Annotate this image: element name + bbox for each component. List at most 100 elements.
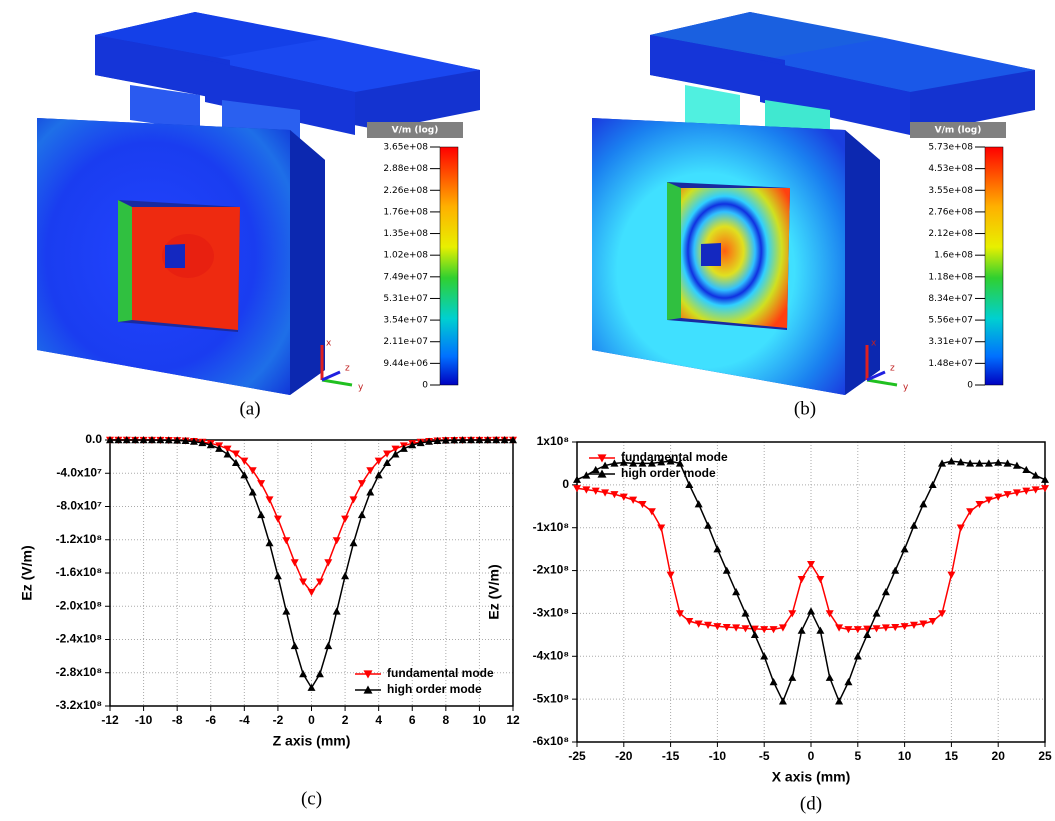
marker xyxy=(685,480,694,489)
y-tick-label: -3.2x10⁸ xyxy=(56,698,102,712)
marker xyxy=(240,471,249,479)
legend-marker xyxy=(363,670,373,679)
marker xyxy=(341,571,350,580)
y-tick-label: 0.0 xyxy=(85,432,102,446)
marker xyxy=(872,625,881,633)
marker xyxy=(290,641,299,650)
x-tick-label: -5 xyxy=(759,749,770,763)
colorbar-label: 2.11e+07 xyxy=(383,337,428,347)
marker xyxy=(853,652,862,660)
marker xyxy=(433,436,442,445)
colorbar-label: 0 xyxy=(967,381,973,391)
marker xyxy=(647,459,656,467)
colorbar-label: 2.76e+08 xyxy=(928,207,973,217)
marker xyxy=(966,508,975,516)
marker xyxy=(391,445,400,453)
colorbar-label: 4.53e+08 xyxy=(928,164,973,174)
marker xyxy=(475,436,484,444)
marker xyxy=(900,545,909,553)
marker xyxy=(947,571,956,579)
marker xyxy=(769,678,778,686)
marker xyxy=(844,678,853,686)
marker xyxy=(357,480,366,488)
marker xyxy=(366,467,375,475)
x-tick-label: 0 xyxy=(808,749,815,763)
x-tick-label: 2 xyxy=(342,713,349,727)
x-axis-label: X axis (mm) xyxy=(772,769,851,785)
y-tick-label: -3x10⁸ xyxy=(533,606,569,620)
marker xyxy=(881,588,890,596)
marker xyxy=(694,500,703,508)
marker xyxy=(928,480,937,489)
marker xyxy=(863,630,872,639)
marker xyxy=(1022,487,1031,495)
marker xyxy=(638,500,647,509)
x-tick-label: -10 xyxy=(709,749,727,763)
marker xyxy=(248,488,257,496)
x-tick-label: 15 xyxy=(945,749,959,763)
marker xyxy=(704,621,713,629)
colorbar-label: 1.76e+08 xyxy=(383,207,428,217)
x-tick-label: -8 xyxy=(172,713,183,727)
marker xyxy=(638,459,647,467)
marker xyxy=(332,607,341,615)
marker xyxy=(591,487,600,495)
marker xyxy=(131,436,140,444)
x-tick-label: 4 xyxy=(375,713,382,727)
marker xyxy=(509,436,517,444)
x-tick-label: 10 xyxy=(473,713,487,727)
marker xyxy=(666,571,675,579)
marker xyxy=(647,508,656,516)
marker xyxy=(619,458,628,466)
marker xyxy=(863,625,872,633)
axis-triad-label: y xyxy=(358,383,364,393)
x-tick-label: -25 xyxy=(568,749,586,763)
marker xyxy=(835,697,844,705)
x-tick-label: -10 xyxy=(135,713,153,727)
x-tick-label: 10 xyxy=(898,749,912,763)
x-tick-label: 12 xyxy=(506,713,520,727)
marker xyxy=(483,436,492,444)
marker xyxy=(909,621,918,629)
marker xyxy=(797,626,806,634)
marker xyxy=(231,458,240,467)
marker xyxy=(619,493,628,501)
marker xyxy=(1031,486,1040,494)
marker xyxy=(257,480,266,488)
marker xyxy=(114,436,123,444)
y-tick-label: -2.4x10⁸ xyxy=(56,632,102,646)
marker xyxy=(147,436,156,444)
marker xyxy=(122,436,131,444)
legend-label: high order mode xyxy=(621,466,716,480)
marker xyxy=(825,610,834,618)
colorbar-label: 1.02e+08 xyxy=(383,251,428,261)
marker xyxy=(966,459,975,467)
marker xyxy=(947,457,956,465)
marker xyxy=(408,441,417,449)
marker xyxy=(299,578,308,586)
marker xyxy=(282,607,291,615)
y-tick-label: -8.0x10⁷ xyxy=(56,499,102,513)
marker xyxy=(994,458,1003,466)
series-line xyxy=(576,460,1046,704)
caption: (c) xyxy=(301,788,322,809)
colorbar-title: V/m (log) xyxy=(935,126,982,136)
marker xyxy=(825,673,834,681)
colorbar-title: V/m (log) xyxy=(392,126,439,136)
colorbar-label: 8.34e+07 xyxy=(928,294,973,304)
marker xyxy=(891,623,900,632)
marker xyxy=(573,475,581,483)
marker xyxy=(240,457,249,465)
marker xyxy=(938,459,947,467)
marker xyxy=(106,436,114,444)
marker xyxy=(206,441,215,449)
marker xyxy=(500,436,509,444)
marker xyxy=(181,436,190,445)
legend-marker xyxy=(597,469,607,478)
marker xyxy=(273,571,282,580)
marker xyxy=(732,588,741,596)
marker xyxy=(374,457,383,465)
axis-triad-label: z xyxy=(890,364,895,374)
y-tick-label: -2x10⁸ xyxy=(533,563,569,577)
